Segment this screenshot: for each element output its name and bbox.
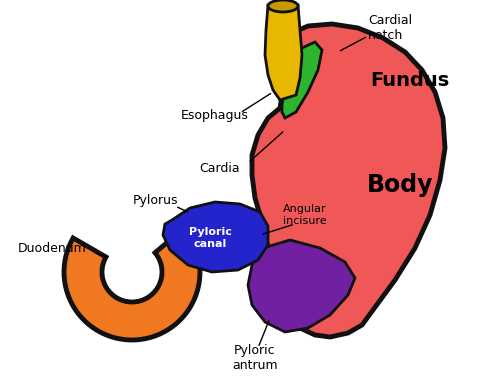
Text: Fundus: Fundus <box>370 70 450 89</box>
Polygon shape <box>265 5 302 100</box>
Text: Angular
incisure: Angular incisure <box>283 204 327 226</box>
Text: Pyloric
canal: Pyloric canal <box>188 227 232 249</box>
Text: Cardial
notch: Cardial notch <box>368 14 412 42</box>
Polygon shape <box>163 202 268 272</box>
Text: Esophagus: Esophagus <box>181 109 249 122</box>
Text: Pyloric
antrum: Pyloric antrum <box>232 344 278 372</box>
Text: Pylorus: Pylorus <box>132 194 178 206</box>
Ellipse shape <box>268 0 298 12</box>
Polygon shape <box>248 240 355 332</box>
Text: Duodenum: Duodenum <box>18 241 86 254</box>
Text: Cardia: Cardia <box>200 161 240 174</box>
Polygon shape <box>252 24 445 337</box>
Polygon shape <box>64 228 200 340</box>
Text: Body: Body <box>366 173 433 197</box>
Polygon shape <box>282 42 322 118</box>
